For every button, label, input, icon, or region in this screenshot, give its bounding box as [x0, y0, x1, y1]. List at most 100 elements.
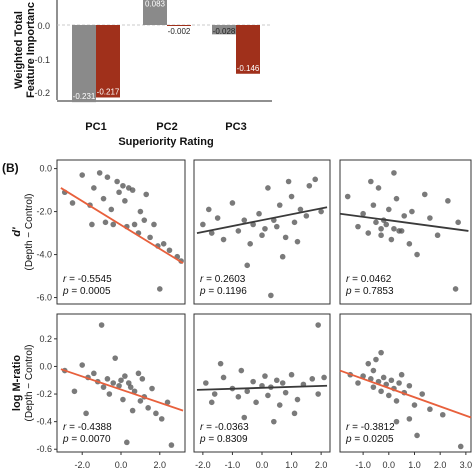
row-label-mratio-title: log M-ratio: [11, 355, 23, 411]
bar-y-axis-title: Weighted Total Feature Importanc: [13, 2, 37, 98]
x-tick-label: -1.0: [355, 460, 371, 470]
x-tick-label: 0.0: [256, 460, 269, 470]
data-point: [414, 432, 420, 439]
data-point: [214, 215, 221, 221]
data-point: [131, 221, 138, 228]
stat-r: r = -0.5545: [63, 274, 112, 285]
stat-p: p = 0.0205: [345, 434, 394, 445]
x-tick-label: 0.0: [383, 460, 396, 470]
data-point: [378, 388, 384, 395]
data-point: [120, 182, 126, 189]
regression-line: [339, 212, 469, 232]
data-point: [401, 213, 408, 219]
data-point: [98, 322, 105, 328]
data-point: [135, 370, 142, 377]
data-point: [166, 247, 173, 254]
bar-value-label: -0.002: [168, 27, 191, 36]
data-point: [406, 382, 413, 389]
data-point: [143, 191, 150, 198]
data-point: [141, 217, 148, 223]
data-point: [273, 223, 280, 230]
bar-category-label-pc1: PC1: [85, 121, 106, 133]
data-point: [388, 377, 395, 384]
x-tick-label: 3.0: [460, 460, 473, 470]
data-point: [393, 398, 400, 404]
data-point: [355, 223, 361, 230]
data-point: [294, 396, 301, 403]
data-point: [247, 241, 253, 247]
data-point: [120, 396, 126, 403]
data-point: [279, 253, 286, 260]
bar-pc1-series-2: [96, 25, 120, 98]
data-point: [235, 394, 242, 400]
x-tick-label: 2.0: [154, 460, 167, 470]
data-point: [129, 187, 136, 193]
stat-p: p = 0.1196: [199, 286, 247, 297]
data-point: [268, 292, 274, 299]
data-point: [368, 178, 374, 185]
data-point: [96, 170, 103, 176]
data-point: [318, 208, 324, 215]
data-point: [116, 189, 122, 196]
bar-value-label: -0.231: [73, 92, 96, 101]
bar-y-axis-title-line-1: Weighted Total: [13, 11, 25, 89]
regression-line: [196, 384, 328, 391]
data-point: [411, 402, 418, 408]
data-point: [312, 176, 319, 183]
data-point: [414, 251, 420, 258]
data-point: [279, 380, 286, 386]
data-point: [253, 399, 259, 406]
y-tick-label: -6.0: [36, 293, 52, 303]
data-point: [100, 384, 107, 390]
data-point: [276, 402, 283, 408]
bar-x-axis-title: Superiority Rating: [118, 136, 213, 148]
regression-line: [196, 206, 328, 234]
y-tick-label: -0.6: [36, 444, 52, 454]
data-point: [398, 371, 405, 378]
data-point: [282, 234, 289, 241]
data-point: [79, 362, 86, 368]
data-point: [378, 349, 384, 356]
data-point: [89, 221, 95, 228]
data-point: [129, 407, 136, 414]
regression-line: [60, 187, 184, 264]
regression-line: [60, 368, 184, 412]
data-point: [241, 414, 248, 421]
data-point: [306, 182, 313, 189]
data-point: [79, 172, 86, 178]
stat-r: r = -0.3812: [346, 422, 395, 433]
data-point: [365, 230, 372, 236]
data-point: [158, 416, 165, 422]
bar-y-axis-title-line-2: Feature Importanc: [25, 2, 37, 98]
y-tick-label: -2.0: [36, 207, 52, 217]
panel-b-label: (B): [2, 161, 19, 175]
data-point: [91, 185, 97, 191]
data-point: [288, 193, 295, 200]
y-tick-label: 0.0: [39, 361, 52, 371]
data-point: [147, 234, 153, 241]
data-point: [421, 191, 428, 198]
data-point: [211, 391, 218, 397]
data-point: [370, 202, 377, 208]
data-point: [238, 367, 245, 374]
scatter-row-labels: d' (Depth − Control) log M-ratio (Depth …: [11, 194, 35, 422]
bar-category-label-pc2: PC2: [156, 121, 177, 133]
data-point: [131, 388, 138, 395]
data-point: [156, 286, 163, 292]
data-point: [69, 200, 76, 206]
data-point: [303, 213, 310, 219]
panel-frame: [339, 159, 472, 305]
stat-r: r = -0.0363: [200, 422, 249, 433]
data-point: [380, 374, 387, 381]
data-point: [108, 206, 115, 213]
data-point: [291, 219, 298, 226]
data-point: [457, 443, 464, 450]
stat-p: p = 0.0070: [62, 434, 111, 445]
data-point: [406, 241, 413, 247]
data-point: [250, 378, 256, 385]
bar-value-label: -0.217: [97, 87, 120, 96]
data-point: [452, 286, 459, 292]
